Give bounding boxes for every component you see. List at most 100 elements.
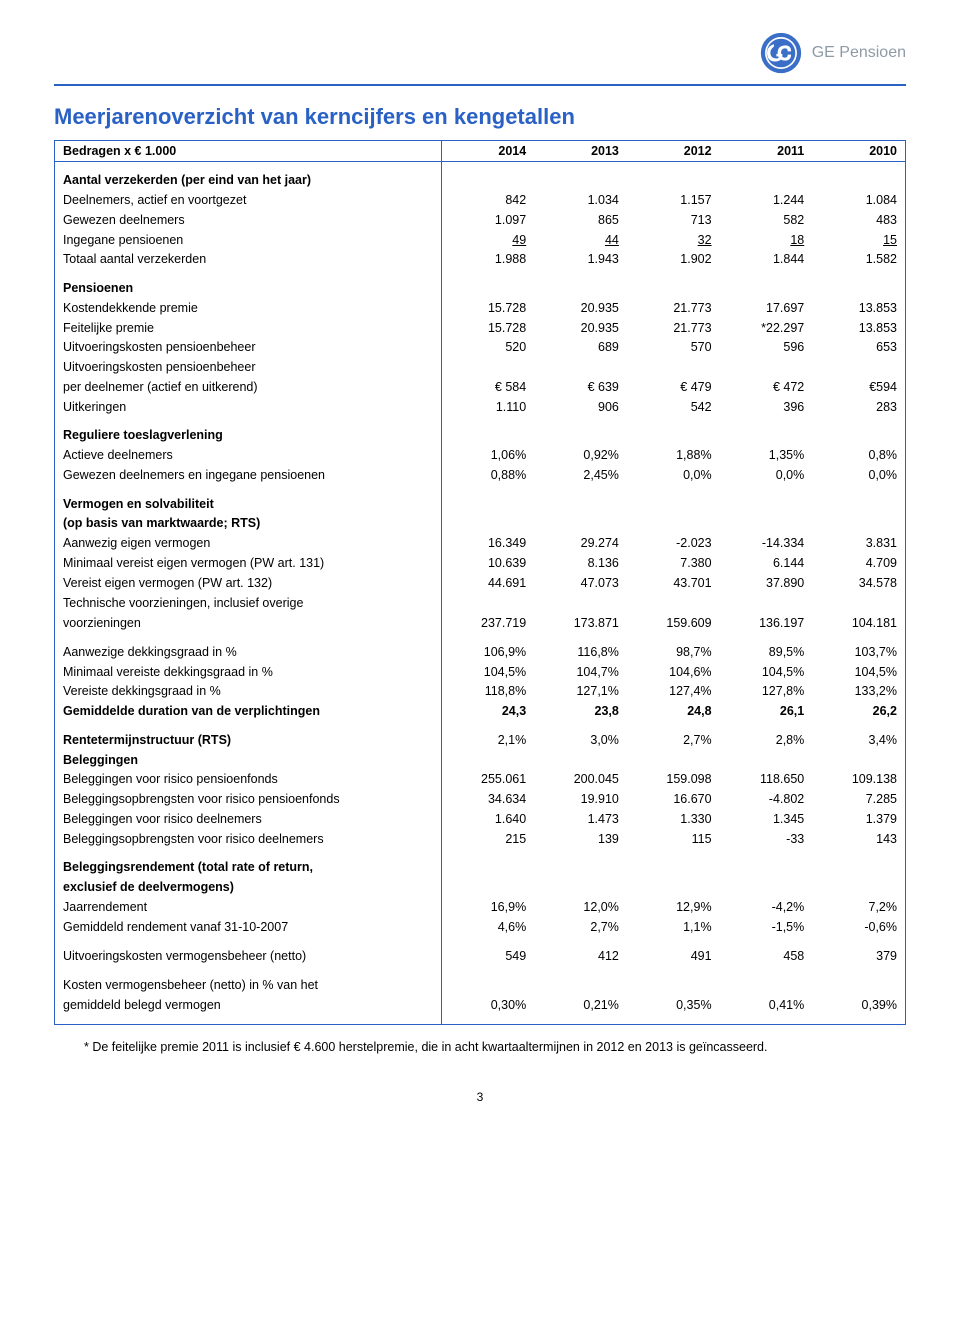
cell [627, 486, 720, 514]
cell: 104,6% [627, 662, 720, 682]
cell: 865 [534, 210, 627, 230]
cell: 491 [627, 946, 720, 966]
cell: 200.045 [534, 770, 627, 790]
cell: 1.473 [534, 810, 627, 830]
cell: 1.330 [627, 810, 720, 830]
cell [627, 358, 720, 378]
year-header: 2011 [720, 141, 813, 161]
row-label: Jaarrendement [55, 898, 442, 918]
cell: 1,88% [627, 446, 720, 466]
cell: 237.719 [442, 613, 535, 633]
cell: 379 [812, 946, 905, 966]
row-label: Beleggingsopbrengsten voor risico deelne… [55, 830, 442, 850]
cell: 520 [442, 338, 535, 358]
cell [534, 750, 627, 770]
row-label: gemiddeld belegd vermogen [55, 995, 442, 1015]
cell: 713 [627, 210, 720, 230]
row-label: Pensioenen [55, 270, 442, 298]
cell: 26,2 [812, 702, 905, 722]
cell: -33 [720, 830, 813, 850]
cell: 10.639 [442, 554, 535, 574]
cell: 19.910 [534, 790, 627, 810]
cell: 906 [534, 398, 627, 418]
cell: 104,5% [812, 662, 905, 682]
cell: 127,8% [720, 682, 813, 702]
cell: 16.349 [442, 534, 535, 554]
cell [627, 593, 720, 613]
row-label: Uitvoeringskosten pensioenbeheer [55, 338, 442, 358]
cell: 653 [812, 338, 905, 358]
cell [627, 417, 720, 445]
cell: 6.144 [720, 554, 813, 574]
year-header: 2013 [534, 141, 627, 161]
row-label: Rentetermijnstructuur (RTS) [55, 722, 442, 750]
cell [627, 270, 720, 298]
cell: 1.988 [442, 250, 535, 270]
cell: 32 [627, 230, 720, 250]
cell: 3,0% [534, 722, 627, 750]
cell: 1.582 [812, 250, 905, 270]
cell [442, 486, 535, 514]
row-label: Gewezen deelnemers [55, 210, 442, 230]
cell: 159.609 [627, 613, 720, 633]
cell [812, 514, 905, 534]
cell: 104,5% [720, 662, 813, 682]
cell: -4.802 [720, 790, 813, 810]
cell [534, 270, 627, 298]
cell: 26,1 [720, 702, 813, 722]
cell [442, 849, 535, 877]
cell [442, 878, 535, 898]
row-label: Beleggingsopbrengsten voor risico pensio… [55, 790, 442, 810]
cell [534, 486, 627, 514]
cell: 136.197 [720, 613, 813, 633]
cell: 0,30% [442, 995, 535, 1015]
cell: 842 [442, 190, 535, 210]
cell: 0,88% [442, 466, 535, 486]
cell [720, 593, 813, 613]
cell: 49 [442, 230, 535, 250]
row-label: Kosten vermogensbeheer (netto) in % van … [55, 975, 442, 995]
cell: 2,1% [442, 722, 535, 750]
row-label: Beleggingen voor risico deelnemers [55, 810, 442, 830]
cell [442, 514, 535, 534]
cell: 255.061 [442, 770, 535, 790]
cell [812, 358, 905, 378]
cell [812, 878, 905, 898]
cell [627, 878, 720, 898]
cell: 1.110 [442, 398, 535, 418]
cell: 21.773 [627, 298, 720, 318]
cell: 7,2% [812, 898, 905, 918]
cell [442, 358, 535, 378]
cell: 34.634 [442, 790, 535, 810]
row-label: (op basis van marktwaarde; RTS) [55, 514, 442, 534]
cell [812, 270, 905, 298]
cell: 483 [812, 210, 905, 230]
cell: 15.728 [442, 298, 535, 318]
cell: 21.773 [627, 318, 720, 338]
row-label: Technische voorzieningen, inclusief over… [55, 593, 442, 613]
cell: 1.097 [442, 210, 535, 230]
cell [442, 417, 535, 445]
cell: 549 [442, 946, 535, 966]
cell: 1.084 [812, 190, 905, 210]
cell [720, 161, 813, 190]
cell: € 479 [627, 378, 720, 398]
brand-text: GE Pensioen [812, 44, 906, 62]
cell [812, 975, 905, 995]
cell: 44 [534, 230, 627, 250]
cell: 458 [720, 946, 813, 966]
cell: 4,6% [442, 918, 535, 938]
cell [720, 417, 813, 445]
cell: 24,8 [627, 702, 720, 722]
cell: 4.709 [812, 554, 905, 574]
cell: 0,21% [534, 995, 627, 1015]
cell [720, 486, 813, 514]
row-label: Actieve deelnemers [55, 446, 442, 466]
cell: 98,7% [627, 642, 720, 662]
row-label: Beleggingen [55, 750, 442, 770]
cell: 1.244 [720, 190, 813, 210]
cell: 582 [720, 210, 813, 230]
cell [720, 270, 813, 298]
cell [720, 514, 813, 534]
cell: 173.871 [534, 613, 627, 633]
